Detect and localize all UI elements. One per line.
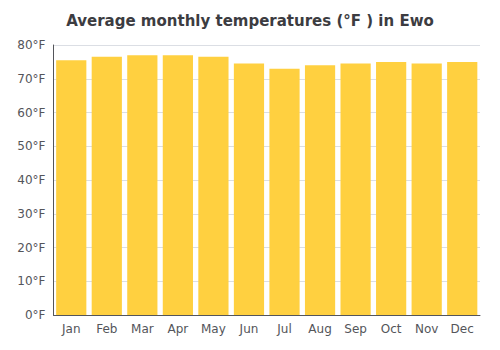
svg-text:Nov: Nov xyxy=(415,322,438,336)
svg-text:Dec: Dec xyxy=(451,322,474,336)
svg-text:10°F: 10°F xyxy=(17,274,45,288)
svg-text:Jun: Jun xyxy=(239,322,259,336)
svg-text:Average monthly temperatures (: Average monthly temperatures (°F ) in Ew… xyxy=(66,12,434,30)
svg-text:30°F: 30°F xyxy=(17,207,45,221)
svg-text:Oct: Oct xyxy=(381,322,402,336)
svg-text:Apr: Apr xyxy=(167,322,188,336)
svg-text:50°F: 50°F xyxy=(17,139,45,153)
svg-text:Mar: Mar xyxy=(131,322,154,336)
svg-text:Jul: Jul xyxy=(276,322,291,336)
svg-text:60°F: 60°F xyxy=(17,106,45,120)
svg-text:Jan: Jan xyxy=(61,322,81,336)
svg-text:Feb: Feb xyxy=(96,322,117,336)
svg-text:80°F: 80°F xyxy=(17,38,45,52)
svg-text:Sep: Sep xyxy=(344,322,367,336)
svg-text:20°F: 20°F xyxy=(17,241,45,255)
svg-text:40°F: 40°F xyxy=(17,173,45,187)
svg-text:0°F: 0°F xyxy=(25,308,46,322)
svg-text:70°F: 70°F xyxy=(17,72,45,86)
svg-text:May: May xyxy=(201,322,226,336)
svg-text:Aug: Aug xyxy=(308,322,331,336)
